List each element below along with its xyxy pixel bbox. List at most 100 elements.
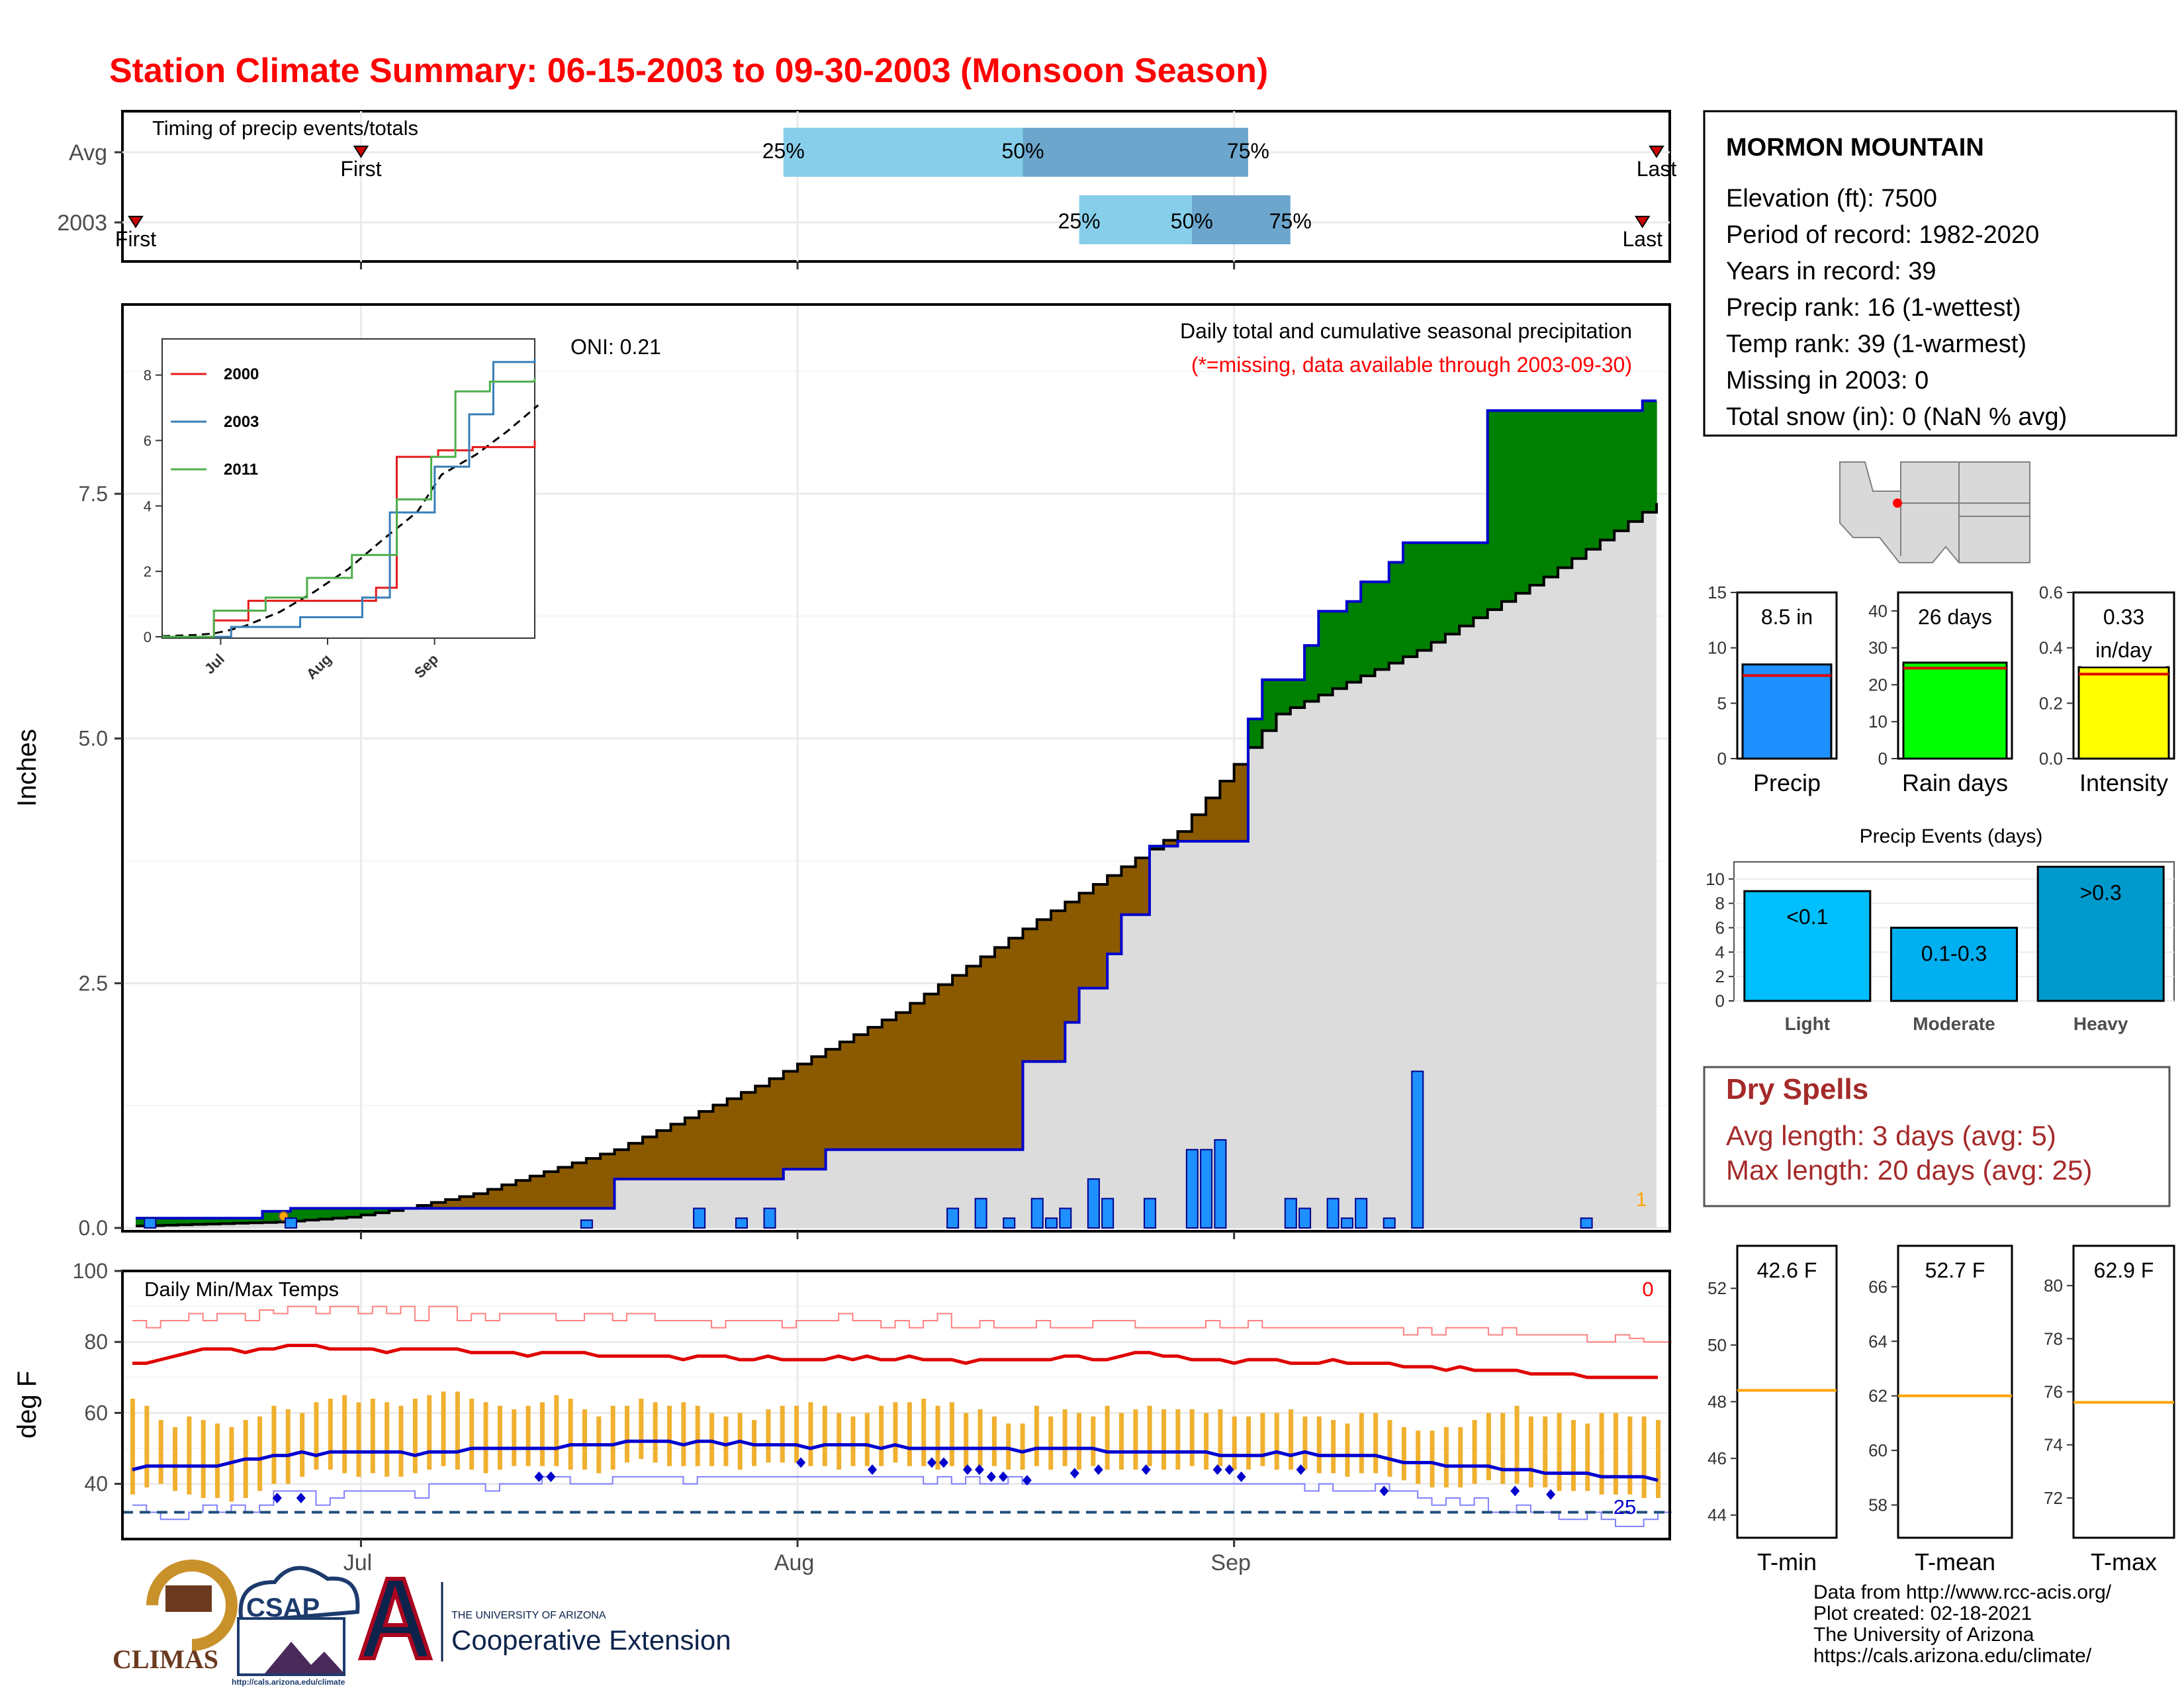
events-y-tick-label: 4 — [1715, 942, 1725, 962]
daily-temp-bar — [1062, 1409, 1068, 1466]
station-location-dot — [1893, 498, 1902, 508]
station-line-6: Missing in 2003: 0 — [1726, 367, 1929, 395]
ua-small-text: THE UNIVERSITY OF ARIZONA — [451, 1610, 606, 1621]
below-average-fill — [1009, 938, 1024, 1150]
daily-temp-bar — [314, 1402, 319, 1470]
station-frame — [1703, 110, 2177, 437]
tmean-y-tick-label: 60 — [1868, 1440, 1888, 1460]
timing-pct-label: 75% — [1227, 139, 1269, 163]
daily-temp-bar — [483, 1402, 488, 1474]
below-average-fill — [445, 1199, 460, 1209]
events-category-label: Moderate — [1913, 1013, 1995, 1034]
daily-temp-bar — [1359, 1413, 1364, 1474]
dry-spells: Dry Spells Avg length: 3 days (avg: 5) M… — [1703, 1066, 2171, 1207]
daily-temp-bar — [1500, 1413, 1506, 1484]
below-average-fill — [994, 947, 1009, 1150]
events-bar — [2036, 865, 2165, 1002]
daily-precip-bar — [1200, 1149, 1213, 1229]
below-average-fill — [1163, 840, 1179, 847]
intensity-y-tick-label: 0.4 — [2039, 638, 2063, 658]
below-average-fill — [572, 1162, 587, 1209]
inset-climatology-line — [161, 404, 539, 637]
station-name: MORMON MOUNTAIN — [1726, 134, 1984, 162]
below-average-fill — [896, 1012, 911, 1150]
timing-box-upper — [1191, 195, 1291, 244]
daily-temp-bar — [1599, 1413, 1604, 1495]
daily-temp-bar — [1260, 1413, 1265, 1466]
inset-y-tick-label: 4 — [144, 498, 152, 514]
inset-series-2000 — [162, 440, 536, 638]
below-average-fill — [868, 1027, 883, 1150]
daily-temp-bar — [695, 1405, 700, 1466]
raindays-y-tick-label: 30 — [1868, 638, 1888, 658]
average-max-line — [132, 1344, 1658, 1380]
tmax-y-tick-label: 76 — [2044, 1382, 2063, 1402]
timing-row-2003: 2003 — [57, 211, 107, 236]
timing-first-marker — [353, 146, 369, 158]
intensity-y-tick-label: 0.2 — [2039, 693, 2063, 713]
daily-temp-bar — [1289, 1409, 1294, 1470]
daily-temp-bar — [1147, 1405, 1152, 1466]
below-average-fill — [699, 1111, 713, 1180]
precip-y-tick-label: 2.5 — [79, 971, 108, 995]
daily-temp-bar — [1020, 1423, 1025, 1470]
daily-temp-bar — [610, 1405, 615, 1470]
raindays-y-tick-label: 10 — [1868, 712, 1888, 731]
daily-temp-bar — [1627, 1416, 1633, 1495]
tmax-value: 62.9 F — [2094, 1258, 2154, 1282]
below-average-fill — [1093, 884, 1108, 988]
above-average-fill — [1150, 846, 1164, 849]
temp-y-tick-label: 80 — [84, 1330, 108, 1354]
raindays-y-tick-label: 20 — [1868, 675, 1888, 694]
daily-temp-bar — [1076, 1413, 1081, 1470]
precip-y-tick-label: 7.5 — [79, 482, 108, 506]
tmax-frame — [2072, 1244, 2175, 1539]
below-average-fill — [516, 1180, 531, 1209]
daily-precip-bar — [580, 1219, 593, 1229]
record-low-marker — [272, 1493, 282, 1504]
daily-temp-bar — [893, 1402, 898, 1463]
daily-temp-bar — [342, 1395, 347, 1474]
precip-value-box — [1745, 595, 1829, 633]
temp-y-axis-label: deg F — [13, 1371, 42, 1438]
below-average-fill — [1051, 910, 1066, 1062]
tmin-y-tick-label: 44 — [1707, 1505, 1727, 1525]
page-title: Station Climate Summary: 06-15-2003 to 0… — [109, 52, 1268, 90]
tmin-y-tick-label: 52 — [1707, 1278, 1727, 1298]
temp-y-tick-label: 40 — [84, 1472, 108, 1496]
daily-temp-bar — [215, 1423, 220, 1499]
inset-legend-label: 2000 — [224, 365, 259, 383]
below-average-fill — [755, 1086, 770, 1180]
daily-temp-bar — [525, 1405, 531, 1466]
below-average-fill — [614, 1149, 629, 1180]
temp-x-tick-label: Aug — [774, 1550, 815, 1575]
below-average-fill — [980, 957, 995, 1150]
below-average-fill — [839, 1042, 854, 1150]
below-average-fill — [1121, 867, 1136, 915]
daily-temp-bar — [568, 1398, 573, 1470]
record-min-line — [132, 1476, 1672, 1527]
below-average-fill — [628, 1143, 643, 1180]
below-average-fill — [502, 1184, 517, 1209]
daily-temp-bar — [949, 1402, 954, 1466]
temp-x-tick-label: Sep — [1210, 1550, 1251, 1575]
tmax-y-tick-label: 72 — [2044, 1488, 2063, 1508]
daily-temp-bar — [1204, 1413, 1209, 1470]
tmax-label: T-max — [2091, 1548, 2157, 1575]
daily-temp-bar — [229, 1427, 234, 1502]
record-low-marker — [1224, 1464, 1234, 1476]
daily-precip-bar — [763, 1207, 776, 1229]
tmin-frame — [1736, 1244, 1838, 1539]
tmin-label: T-min — [1757, 1548, 1817, 1575]
above-average-fill — [1642, 400, 1657, 512]
ua-logo: THE UNIVERSITY OF ARIZONA Cooperative Ex… — [357, 1577, 731, 1662]
daily-temp-bar — [1218, 1409, 1223, 1466]
above-average-fill — [1600, 410, 1615, 540]
temp-x-tick-label: Jul — [343, 1550, 372, 1575]
daily-precip-bar — [1185, 1149, 1199, 1229]
tmin-y-tick-label: 46 — [1707, 1448, 1727, 1468]
above-average-fill — [1403, 542, 1418, 657]
above-average-fill — [1388, 562, 1404, 663]
state-borders — [1900, 462, 2030, 563]
below-average-fill — [854, 1034, 869, 1150]
